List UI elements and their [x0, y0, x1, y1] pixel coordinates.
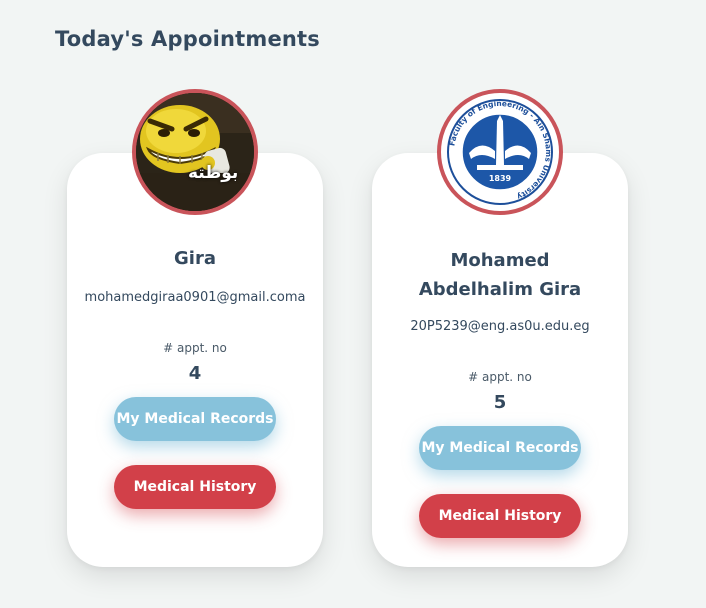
university-seal-icon: Faculty of Engineering - Ain Shams Unive… — [443, 95, 557, 209]
appointment-card: Mohamed Abdelhalim Gira 20P5239@eng.as0u… — [372, 153, 628, 567]
my-medical-records-button[interactable]: My Medical Records — [114, 397, 276, 441]
avatar: Faculty of Engineering - Ain Shams Unive… — [437, 89, 563, 215]
page-title: Today's Appointments — [55, 27, 320, 51]
appt-number-label: # appt. no — [468, 370, 532, 384]
seal-year: 1839 — [489, 174, 512, 183]
avatar: بوطته — [132, 89, 258, 215]
medical-history-button[interactable]: Medical History — [114, 465, 276, 509]
emoji-meme-avatar-icon — [136, 93, 254, 211]
patient-email: mohamedgiraa0901@gmail.coma — [84, 290, 306, 305]
my-medical-records-button[interactable]: My Medical Records — [419, 426, 581, 470]
appt-number: 5 — [493, 392, 507, 413]
appointment-card: Gira mohamedgiraa0901@gmail.coma # appt.… — [67, 153, 323, 567]
appt-number-label: # appt. no — [163, 341, 227, 355]
patient-email: 20P5239@eng.as0u.edu.eg — [410, 319, 590, 334]
patient-name: Mohamed Abdelhalim Gira — [418, 250, 582, 300]
appt-number: 4 — [188, 363, 202, 384]
avatar-caption: بوطته — [188, 163, 239, 183]
patient-name: Gira — [174, 248, 216, 269]
medical-history-button[interactable]: Medical History — [419, 494, 581, 538]
